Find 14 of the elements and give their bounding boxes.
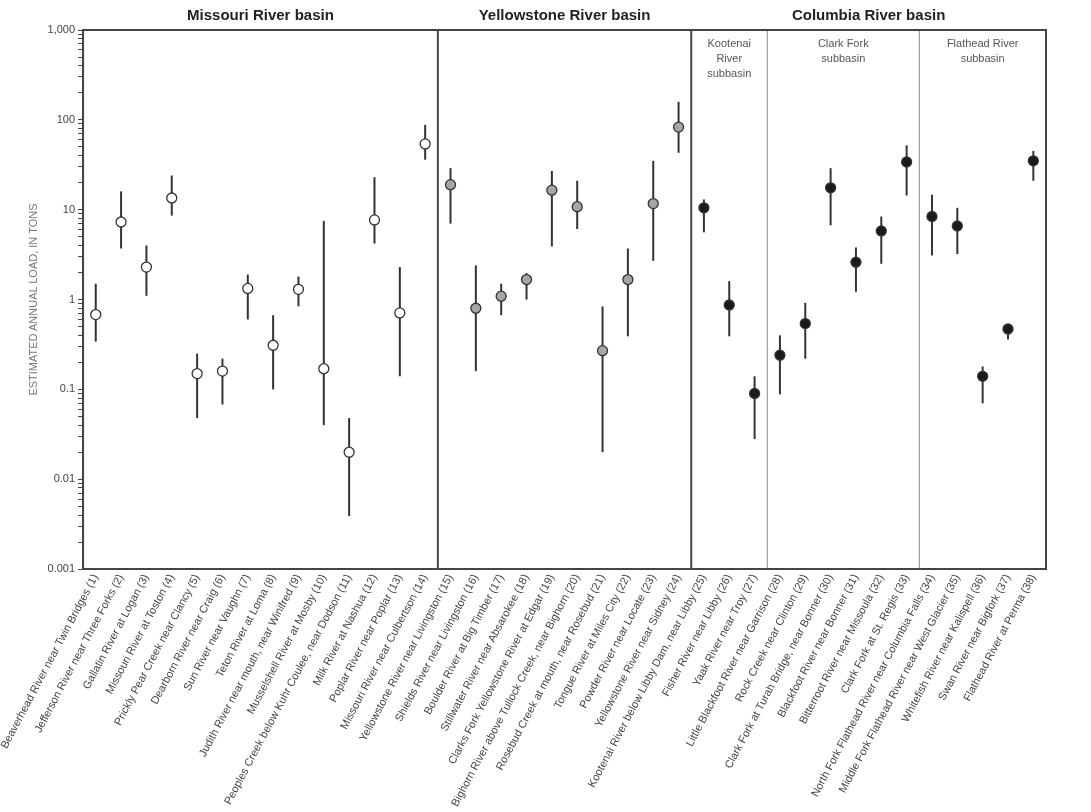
y-tick-label: 0.01 [53, 472, 76, 485]
text: Yellowstone River basin [478, 6, 651, 24]
y-tick-label: 10 [62, 202, 76, 215]
y-tick-label: 1 [68, 292, 76, 305]
y-tick-label: 100 [56, 112, 76, 125]
y-tick-label: 0.1 [59, 382, 76, 395]
y-tick-label: 0.001 [47, 562, 76, 575]
annotation: Flathead River subbasin [946, 36, 1019, 64]
text: Missouri River basin [187, 6, 334, 24]
y-axis-title: ESTIMATED ANNUAL LOAD, IN TONS [26, 203, 39, 396]
y-tick-label: 1,000 [47, 23, 76, 36]
text: Columbia River basin [791, 6, 946, 24]
annotation: Clark Fork subbasin [817, 36, 870, 64]
annotation: Kootenai River subbasin [707, 36, 752, 79]
